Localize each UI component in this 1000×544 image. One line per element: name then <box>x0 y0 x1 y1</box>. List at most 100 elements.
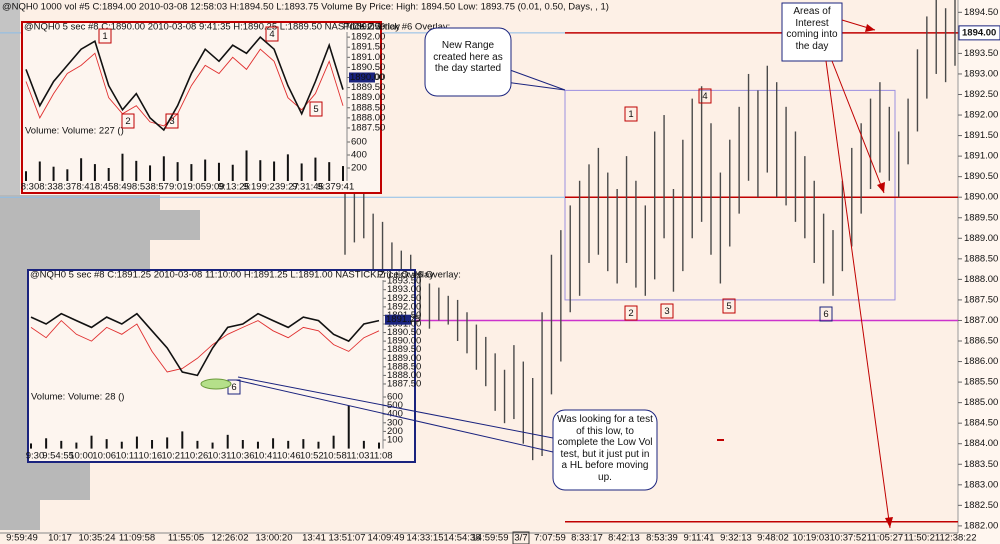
y-tick-label: 1882.00 <box>964 520 998 531</box>
volume-bar <box>66 169 69 181</box>
volume-profile-upper <box>0 0 20 195</box>
marker: 3 <box>169 116 174 127</box>
y-tick-label: 1884.00 <box>964 438 998 449</box>
volume-bar <box>135 160 138 181</box>
x-tick-label: 8:42:13 <box>608 533 640 544</box>
x-tick-label: 9:05 <box>188 182 207 193</box>
arrow-head <box>865 24 875 32</box>
volume-bar <box>90 435 93 449</box>
x-tick-label: 8:53 <box>132 182 151 193</box>
callout-text: Was looking for a test of this low, to c… <box>557 414 653 483</box>
callout-pointer <box>509 69 566 91</box>
volume-bar <box>273 161 276 181</box>
callout-pointer <box>504 81 566 91</box>
volume-tick-label: 600 <box>387 392 403 403</box>
volume-bar <box>378 442 380 449</box>
callout-box <box>552 409 658 491</box>
marker: 6 <box>823 309 828 320</box>
y-tick-label: 1885.50 <box>964 377 998 388</box>
volume-bar <box>196 440 199 449</box>
x-tick-label: 10:21 <box>162 451 186 462</box>
x-tick-label: 9:54:55 <box>42 451 74 462</box>
y-tick-label: 1890.00 <box>964 192 998 203</box>
callout-text: New Range created here as the day starte… <box>433 40 503 74</box>
volume-bar <box>60 440 63 449</box>
y-tick-label: 1889.00 <box>351 92 385 103</box>
y-tick-label: 1891.50 <box>351 42 385 53</box>
x-tick-label: 11:03 <box>346 451 369 462</box>
volume-bar <box>362 440 365 449</box>
callout-box <box>424 27 512 97</box>
y-tick-label: 1893.00 <box>964 68 998 79</box>
inset-chart: @NQH0 5 sec #8 C:1890.00 2010-03-08 9:41… <box>21 21 450 194</box>
x-tick-label: 8:45 <box>95 182 114 193</box>
volume-bar <box>121 153 124 181</box>
x-tick-label: 9:31:45 <box>292 182 324 193</box>
volume-bar <box>259 160 262 181</box>
volume-tick-label: 100 <box>387 435 403 446</box>
volume-bar <box>272 438 275 449</box>
overlay-line <box>30 319 380 373</box>
last-price-box <box>958 25 1000 41</box>
marker: 2 <box>628 308 633 319</box>
volume-bar <box>211 442 214 449</box>
volume-bar <box>120 441 123 449</box>
marker-box <box>165 113 179 129</box>
volume-bar <box>80 158 83 181</box>
marker-box <box>722 298 736 314</box>
price-line <box>30 312 380 377</box>
x-tick-label: 9:01 <box>169 182 188 193</box>
arrow <box>831 60 885 194</box>
y-tick-label: 1889.00 <box>964 233 998 244</box>
marker-box <box>309 101 323 117</box>
price-axis-area <box>958 0 1000 544</box>
y-tick-label: 1891.00 <box>964 151 998 162</box>
volume-bar <box>302 439 305 449</box>
x-tick-label: 11:50:21 <box>904 533 940 544</box>
callout-pointer <box>235 379 554 453</box>
callout-pointer <box>237 376 554 439</box>
marker-box <box>698 88 712 104</box>
x-tick-label: 8:30 <box>21 182 40 193</box>
x-tick-label: 10:36 <box>231 451 255 462</box>
volume-bar <box>190 164 193 181</box>
y-tick-label: 1892.50 <box>387 293 421 304</box>
y-tick-label: 1892.00 <box>387 301 421 312</box>
y-tick-label: 1892.00 <box>351 32 385 43</box>
x-tick-label: 10:17 <box>48 533 72 544</box>
marker: 2 <box>125 116 130 127</box>
marker: 3 <box>664 306 669 317</box>
y-tick-label: 1884.50 <box>964 418 998 429</box>
y-tick-label: 1891.00 <box>351 52 385 63</box>
callout-text: Areas of Interest coming into the day <box>786 6 838 52</box>
y-tick-label: 1890.50 <box>351 62 385 73</box>
volume-bar <box>204 159 207 181</box>
x-tick-label: 11:08 <box>369 451 392 462</box>
x-tick-label: 9:23 <box>262 182 281 193</box>
volume-bar <box>30 443 32 449</box>
x-tick-label: 9:37 <box>317 182 336 193</box>
volume-bar <box>226 434 229 449</box>
arrow <box>825 60 891 529</box>
y-tick-label: 1888.00 <box>351 112 385 123</box>
x-tick-label: 14:09:49 <box>368 533 405 544</box>
volume-bar <box>151 440 154 449</box>
y-tick-label: 1890.50 <box>387 327 421 338</box>
x-tick-label: 8:41 <box>76 182 95 193</box>
x-tick-label: 8:33:17 <box>571 533 603 544</box>
marker: 5 <box>313 104 318 115</box>
y-tick-label: 1892.50 <box>351 22 385 33</box>
y-tick-label: 1892.50 <box>964 89 998 100</box>
volume-bar <box>300 163 303 181</box>
volume-bar <box>256 441 259 449</box>
volume-bar <box>176 162 179 181</box>
chart-header: @NQH0 1000 vol #5 C:1894.00 2010-03-08 1… <box>2 2 609 13</box>
callout: New Range created here as the day starte… <box>433 40 503 74</box>
x-tick-label: 9:48:02 <box>757 533 789 544</box>
inset-header: @NQH0 5 sec #8 C:1891.25 2010-03-08 11:1… <box>30 270 461 281</box>
x-tick-label: 8:49 <box>113 182 132 193</box>
volume-tick-label: 600 <box>351 137 367 148</box>
y-tick-label: 1885.00 <box>964 397 998 408</box>
x-tick-label: 11:09:58 <box>119 533 155 544</box>
y-tick-label: 1889.50 <box>387 344 421 355</box>
